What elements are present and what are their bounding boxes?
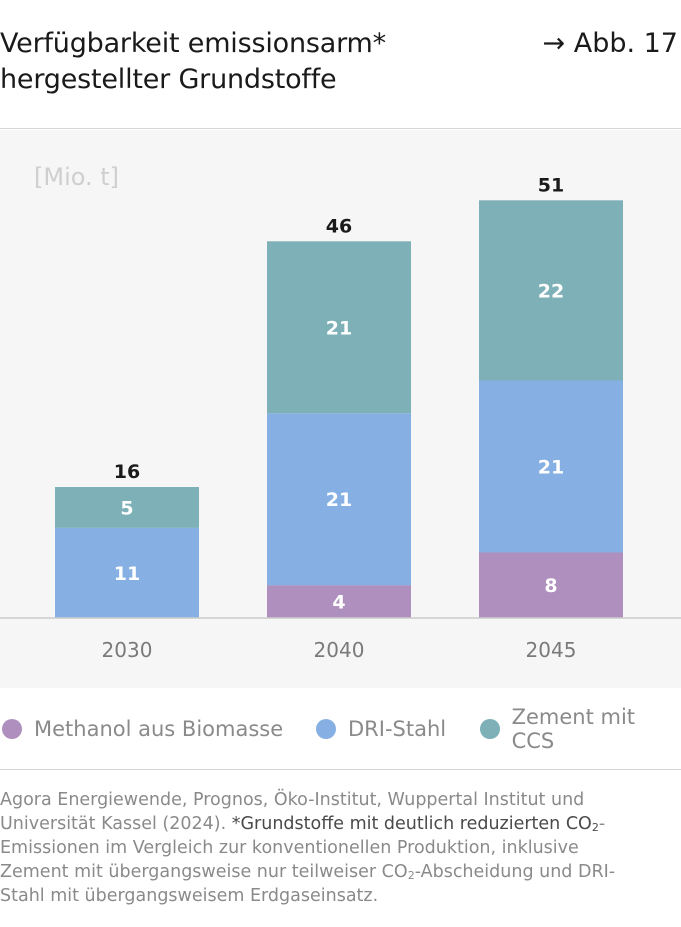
bar-label-zement-mit-ccs-2030: 5 — [120, 497, 133, 519]
bar-label-zement-mit-ccs-2040: 21 — [326, 317, 352, 339]
legend: Methanol aus Biomasse DRI-Stahl Zement m… — [0, 705, 681, 753]
source-line-1: Agora Energiewende, Prognos, Öko-Institu… — [0, 790, 585, 810]
source-line-2: Universität Kassel (2024). *Grundstoffe … — [0, 814, 606, 834]
legend-item-dri-stahl: DRI-Stahl — [316, 712, 446, 746]
source-line-3: Emissionen im Vergleich zur konventionel… — [0, 838, 579, 858]
bar-label-dri-stahl-2040: 21 — [326, 489, 352, 511]
bar-dri-stahl-2030 — [55, 527, 199, 618]
bar-dri-stahl-2040 — [267, 413, 411, 586]
footnote-text: *Grundstoffe mit deutlich reduzierten CO… — [231, 814, 599, 834]
bar-label-methanol-aus-biomasse-2045: 8 — [544, 575, 557, 597]
source-line-4: Zement mit übergangsweise nur teilweiser… — [0, 862, 616, 882]
bar-label-zement-mit-ccs-2045: 22 — [538, 280, 564, 302]
source-citation: Universität Kassel (2024). — [0, 814, 227, 834]
legend-item-zement-ccs: Zement mit CCS — [480, 705, 681, 753]
bar-dri-stahl-2045 — [479, 380, 623, 553]
bar-zement-mit-ccs-2045 — [479, 200, 623, 381]
legend-label-methanol: Methanol aus Biomasse — [34, 717, 284, 741]
x-tick-label-2045: 2045 — [526, 638, 577, 662]
bottom-divider — [0, 769, 681, 770]
chart-title-line-1: Verfügbarkeit emissionsarm* — [0, 28, 386, 59]
legend-label-dri-stahl: DRI-Stahl — [348, 717, 447, 741]
legend-swatch-methanol — [2, 719, 22, 739]
chart-title-line-2: hergestellter Grundstoffe — [0, 64, 337, 95]
legend-swatch-dri-stahl — [316, 719, 336, 739]
x-tick-label-2040: 2040 — [314, 638, 365, 662]
source-line-5: Stahl mit übergangsweisem Erdgaseinsatz. — [0, 886, 379, 906]
top-divider — [0, 128, 681, 129]
y-axis-unit-label: [Mio. t] — [34, 163, 119, 191]
stacked-bar-chart: [Mio. t] 11 5 16 2030 4 21 21 46 2040 8 21 22 51 2045 — [0, 163, 681, 662]
bar-label-dri-stahl-2045: 21 — [538, 457, 564, 479]
chart-panel: [Mio. t] 11 5 16 2030 4 21 21 46 2040 8 21 22 51 2045 — [0, 130, 681, 688]
bar-label-dri-stahl-2030: 11 — [114, 563, 140, 585]
total-label-2030: 16 — [114, 461, 140, 483]
x-tick-label-2030: 2030 — [102, 638, 153, 662]
total-label-2040: 46 — [326, 215, 352, 237]
legend-label-zement-ccs: Zement mit CCS — [511, 705, 636, 753]
legend-swatch-zement-ccs — [480, 719, 500, 739]
figure-reference: → Abb. 17 — [542, 28, 678, 59]
bar-zement-mit-ccs-2040 — [267, 241, 411, 414]
bar-label-methanol-aus-biomasse-2040: 4 — [332, 592, 345, 614]
chart-title: Verfügbarkeit emissionsarm* hergestellte… — [0, 26, 520, 98]
bar-methanol-aus-biomasse-2040 — [267, 585, 411, 618]
total-label-2045: 51 — [538, 174, 564, 196]
bar-zement-mit-ccs-2030 — [55, 487, 199, 528]
source-note: Agora Energiewende, Prognos, Öko-Institu… — [0, 788, 681, 908]
legend-item-methanol: Methanol aus Biomasse — [2, 712, 283, 746]
bar-methanol-aus-biomasse-2045 — [479, 552, 623, 618]
